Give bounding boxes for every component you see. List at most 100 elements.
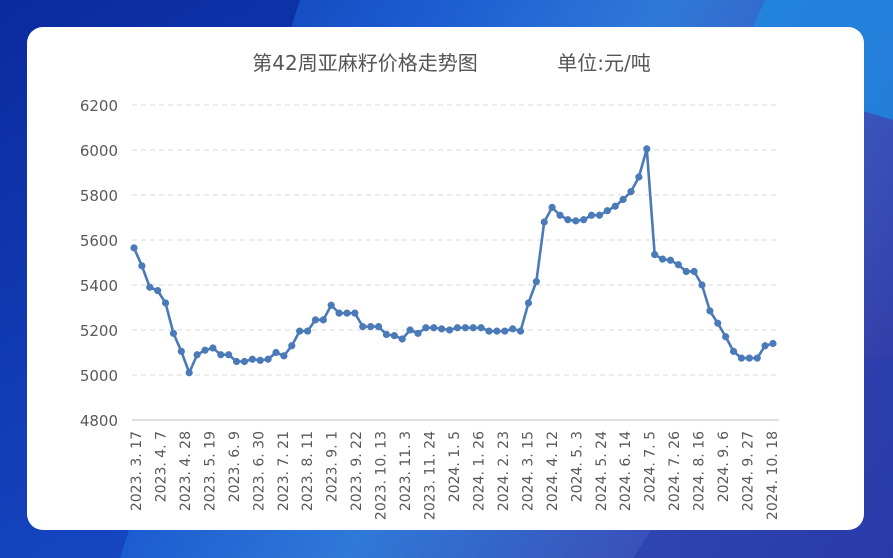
data-point — [509, 325, 517, 333]
y-tick-label: 4800 — [80, 412, 118, 430]
data-point — [193, 351, 201, 359]
data-point — [422, 324, 430, 332]
data-point — [390, 332, 398, 340]
data-point — [201, 346, 209, 354]
x-tick-label: 2023. 10. 13 — [374, 431, 390, 520]
x-tick-label: 2024. 9. 27 — [741, 431, 757, 511]
data-point — [627, 188, 635, 196]
data-point — [595, 211, 604, 219]
x-tick-label: 2024. 5. 3 — [569, 431, 585, 502]
data-point — [706, 307, 714, 315]
x-tick-label: 2023. 3. 17 — [129, 431, 145, 511]
data-point — [248, 355, 256, 363]
data-point — [445, 326, 454, 334]
data-point — [146, 283, 154, 291]
data-point — [406, 326, 414, 334]
data-point — [398, 335, 406, 343]
data-point — [666, 256, 675, 264]
data-point — [169, 329, 178, 337]
data-point — [374, 323, 383, 331]
data-point — [761, 342, 769, 350]
data-point — [185, 369, 193, 377]
data-point — [217, 351, 225, 359]
x-tick-label: 2023. 11. 24 — [423, 431, 439, 520]
y-axis: 4800 5000 5200 5400 5600 5800 6000 6200 — [80, 97, 118, 430]
data-point — [564, 216, 572, 224]
y-tick-label: 5800 — [80, 187, 118, 205]
data-point — [556, 211, 564, 219]
data-point — [414, 329, 422, 337]
data-point — [319, 316, 327, 324]
data-point — [138, 262, 146, 270]
data-point — [296, 327, 304, 335]
data-point — [587, 211, 596, 219]
data-point — [635, 173, 643, 181]
x-tick-label: 2023. 6. 30 — [251, 431, 267, 511]
data-point — [335, 309, 343, 317]
data-point — [343, 309, 351, 317]
data-point — [311, 316, 320, 324]
data-point — [698, 281, 706, 289]
data-point — [469, 324, 477, 332]
x-tick-label: 2024. 8. 16 — [692, 431, 708, 511]
y-tick-label: 5200 — [80, 322, 118, 340]
data-point — [540, 218, 548, 226]
data-point — [154, 287, 162, 295]
data-point — [580, 216, 588, 224]
x-tick-label: 2024. 2. 23 — [496, 431, 512, 511]
data-point — [303, 327, 312, 335]
data-point — [382, 330, 391, 339]
data-point — [367, 323, 375, 331]
data-point — [548, 203, 556, 211]
x-tick-label: 2023. 4. 28 — [178, 431, 194, 511]
data-point — [753, 354, 761, 362]
data-point — [288, 342, 296, 350]
data-point — [256, 356, 264, 364]
data-point — [161, 299, 170, 307]
data-point — [729, 347, 738, 355]
chart-title: 第42周亚麻籽价格走势图 — [252, 51, 477, 75]
x-axis: 2023. 3. 17 2023. 4. 7 2023. 4. 28 2023. 5.… — [129, 419, 781, 520]
x-tick-label: 2023. 7. 21 — [276, 431, 292, 511]
x-tick-label: 2024. 5. 24 — [594, 431, 610, 511]
data-point — [722, 333, 730, 341]
data-point — [714, 319, 722, 327]
chart-card: 第42周亚麻籽价格走势图 单位:元/吨 4800 5000 5200 5400 5600… — [27, 27, 864, 530]
data-point — [351, 309, 359, 317]
x-tick-label: 2023. 6. 9 — [227, 431, 243, 502]
data-point — [130, 244, 138, 252]
unit-label: 单位:元/吨 — [557, 51, 650, 75]
x-tick-label: 2023. 4. 7 — [153, 431, 169, 502]
data-point — [619, 195, 627, 204]
data-point — [240, 357, 249, 366]
x-tick-label: 2023. 9. 22 — [349, 431, 365, 511]
data-point — [651, 251, 659, 259]
y-tick-label: 5400 — [80, 277, 118, 295]
x-tick-label: 2024. 4. 12 — [545, 431, 561, 511]
data-point — [272, 348, 280, 357]
y-tick-label: 6200 — [80, 97, 118, 115]
data-point — [690, 267, 698, 276]
data-point — [225, 351, 233, 359]
data-point — [532, 278, 540, 286]
x-tick-label: 2024. 9. 6 — [716, 431, 732, 502]
price-line-chart: 第42周亚麻籽价格走势图 单位:元/吨 4800 5000 5200 5400 5600… — [80, 51, 781, 520]
data-point — [769, 339, 777, 348]
y-tick-label: 5600 — [80, 232, 118, 250]
data-point — [438, 325, 446, 333]
data-point — [611, 202, 619, 210]
data-point — [745, 354, 753, 362]
data-point — [461, 324, 469, 332]
x-tick-label: 2023. 5. 19 — [202, 431, 218, 511]
data-point — [516, 327, 525, 335]
data-point — [674, 261, 682, 269]
data-point — [327, 301, 335, 309]
y-tick-label: 6000 — [80, 142, 118, 160]
data-point — [177, 347, 185, 355]
x-tick-label: 2024. 7. 5 — [643, 431, 659, 502]
data-point — [501, 327, 509, 335]
data-point — [658, 255, 667, 263]
x-tick-label: 2024. 6. 14 — [618, 431, 634, 511]
data-point — [264, 355, 272, 363]
x-tick-label: 2024. 7. 26 — [667, 431, 683, 511]
